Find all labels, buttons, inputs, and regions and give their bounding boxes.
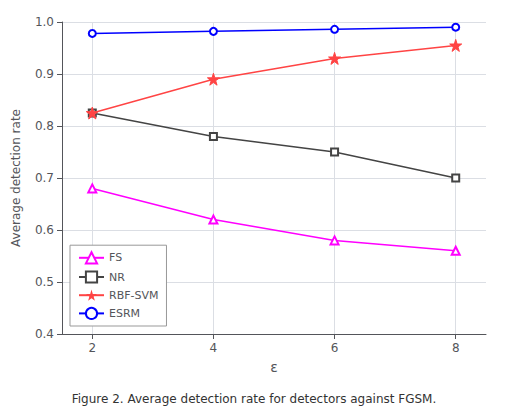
svg-text:0.5: 0.5 xyxy=(35,275,54,289)
svg-text:8: 8 xyxy=(452,341,460,355)
svg-text:ESRM: ESRM xyxy=(109,307,140,320)
svg-text:FS: FS xyxy=(109,251,122,264)
svg-text:6: 6 xyxy=(331,341,339,355)
svg-text:0.9: 0.9 xyxy=(35,67,54,81)
svg-text:0.8: 0.8 xyxy=(35,119,54,133)
svg-text:0.4: 0.4 xyxy=(35,327,54,341)
svg-text:NR: NR xyxy=(109,271,125,284)
svg-text:0.7: 0.7 xyxy=(35,171,54,185)
svg-text:0.6: 0.6 xyxy=(35,223,54,237)
svg-text:4: 4 xyxy=(210,341,218,355)
svg-text:1.0: 1.0 xyxy=(35,15,54,29)
svg-text:ε: ε xyxy=(270,359,278,375)
svg-text:2: 2 xyxy=(88,341,96,355)
svg-text:RBF-SVM: RBF-SVM xyxy=(109,289,158,302)
svg-text:Figure 2. Average detection ra: Figure 2. Average detection rate for det… xyxy=(72,392,437,406)
svg-text:Average detection rate: Average detection rate xyxy=(9,109,23,247)
